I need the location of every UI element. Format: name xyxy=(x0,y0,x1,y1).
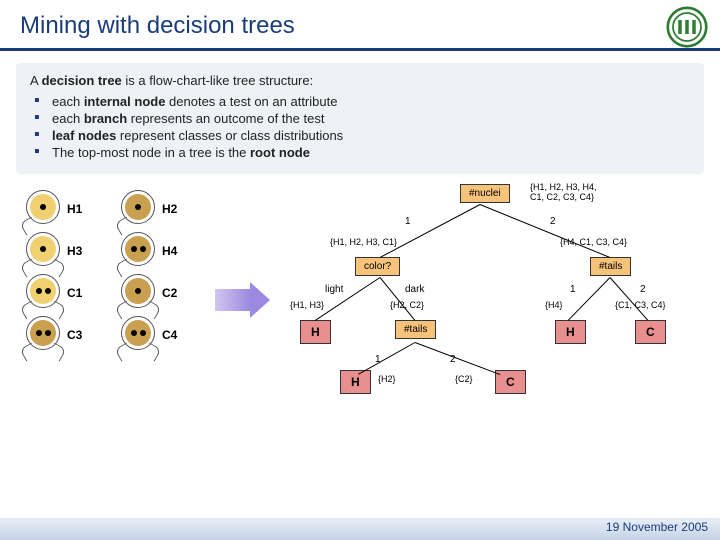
tree-label-e_color_l: light xyxy=(325,284,343,295)
intro-text: A decision tree is a flow-chart-like tre… xyxy=(30,73,690,88)
sample-label: H3 xyxy=(67,244,82,258)
sample-C4: C4 xyxy=(121,316,206,354)
tree-label-e_ntr_l: 1 xyxy=(570,284,576,295)
sample-H1: H1 xyxy=(26,190,111,228)
sample-label: C4 xyxy=(162,328,177,342)
sample-label: H4 xyxy=(162,244,177,258)
tree-label-e_root_l: 1 xyxy=(405,216,411,227)
sample-label: C2 xyxy=(162,286,177,300)
content-box: A decision tree is a flow-chart-like tre… xyxy=(16,63,704,174)
sample-C3: C3 xyxy=(26,316,111,354)
tree-set-root_set: {H1, H2, H3, H4, C1, C2, C3, C4} xyxy=(530,182,597,202)
tree-set-set_c134: {C1, C3, C4} xyxy=(615,300,666,310)
sample-label: H2 xyxy=(162,202,177,216)
tree-node-leaf_H1: H xyxy=(300,320,331,344)
sample-label: H1 xyxy=(67,202,82,216)
bullet-list: each internal node denotes a test on an … xyxy=(30,94,690,160)
tree-set-set_h2c2: {H2, C2} xyxy=(390,300,424,310)
sample-H2: H2 xyxy=(121,190,206,228)
tree-label-e_ntr_r: 2 xyxy=(640,284,646,295)
footer-date: 19 November 2005 xyxy=(606,520,708,534)
tree-node-leaf_C34: C xyxy=(635,320,666,344)
sample-C2: C2 xyxy=(121,274,206,312)
tree-node-ntails_r: #tails xyxy=(590,257,631,276)
tree-node-leaf_H4: H xyxy=(555,320,586,344)
bullet-item: each branch represents an outcome of the… xyxy=(52,111,690,126)
sample-C1: C1 xyxy=(26,274,111,312)
slide-title: Mining with decision trees xyxy=(20,12,700,40)
tree-node-color: color? xyxy=(355,257,400,276)
tree-node-ntails_m: #tails xyxy=(395,320,436,339)
samples-grid: H1 H2 H3 H4 C1 C2 C3 C4 xyxy=(26,190,206,354)
bullet-item: leaf nodes represent classes or class di… xyxy=(52,128,690,143)
logo-icon xyxy=(666,6,708,48)
bullet-item: The top-most node in a tree is the root … xyxy=(52,145,690,160)
tree-set-set_h2: {H2} xyxy=(378,374,396,384)
tree-node-leaf_H2: H xyxy=(340,370,371,394)
main-area: H1H2H3H4C1C2C3C4 #nuclei{H1, H2, H3, H4,… xyxy=(0,182,720,512)
sample-H4: H4 xyxy=(121,232,206,270)
tree-label-e_color_r: dark xyxy=(405,284,424,295)
tree-label-e_root_r: 2 xyxy=(550,216,556,227)
arrow-icon xyxy=(215,282,270,317)
tree-set-set_l1: {H1, H2, H3, C1} xyxy=(330,237,397,247)
decision-tree: #nuclei {H1, H2, H3, H4, C1, C2, C3, C4} 1… xyxy=(270,182,710,502)
sample-H3: H3 xyxy=(26,232,111,270)
sample-label: C3 xyxy=(67,328,82,342)
bullet-item: each internal node denotes a test on an … xyxy=(52,94,690,109)
tree-set-set_c2: {C2} xyxy=(455,374,473,384)
sample-label: C1 xyxy=(67,286,82,300)
tree-set-set_h4: {H4} xyxy=(545,300,563,310)
tree-set-set_h1h3: {H1, H3} xyxy=(290,300,324,310)
tree-node-root: #nuclei xyxy=(460,184,510,203)
header: Mining with decision trees xyxy=(0,0,720,51)
